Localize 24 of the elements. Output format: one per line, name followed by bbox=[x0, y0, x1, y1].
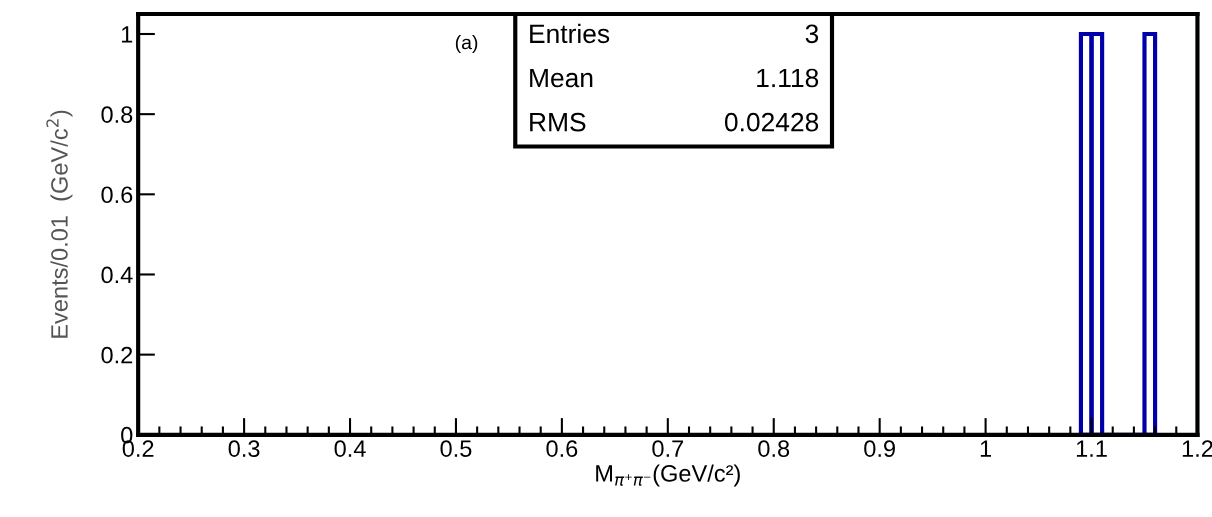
annotation: (a) bbox=[455, 35, 478, 54]
x-tick-label: 1 bbox=[980, 440, 992, 457]
annotation: Entries bbox=[530, 23, 610, 44]
annotation: RMS bbox=[530, 112, 586, 132]
y-axis-title: Events/0.01 (GeV/c$^{2}$) bbox=[46, 110, 73, 338]
x-tick-label: 0.4 bbox=[334, 440, 366, 457]
x-tick-label: 1.2 bbox=[1182, 440, 1212, 457]
x-tick-label: 0.7 bbox=[652, 440, 684, 457]
x-tick-label: 0.8 bbox=[758, 440, 790, 457]
annotation: Mean bbox=[530, 68, 593, 88]
x-axis-title: M$_{π⁺π⁻}$(GeV/c²) bbox=[596, 464, 740, 487]
annotation: 3 bbox=[805, 24, 819, 44]
y-tick-label: 0.4 bbox=[101, 266, 133, 284]
x-tick-label: 0.9 bbox=[864, 440, 895, 457]
x-tick-label: 0.5 bbox=[440, 440, 472, 457]
y-tick-label: 1 bbox=[121, 26, 133, 43]
y-tick-label: 0.6 bbox=[101, 186, 133, 204]
x-tick-label: 1.1 bbox=[1076, 440, 1107, 457]
y-tick-label: 0.2 bbox=[101, 346, 133, 364]
annotation: 1.118 bbox=[757, 68, 819, 88]
x-tick-label: 0.6 bbox=[546, 440, 578, 457]
x-tick-label: 0.3 bbox=[228, 440, 260, 457]
annotation: 0.02428 bbox=[724, 112, 819, 132]
y-tick-label: 0.8 bbox=[101, 106, 133, 123]
